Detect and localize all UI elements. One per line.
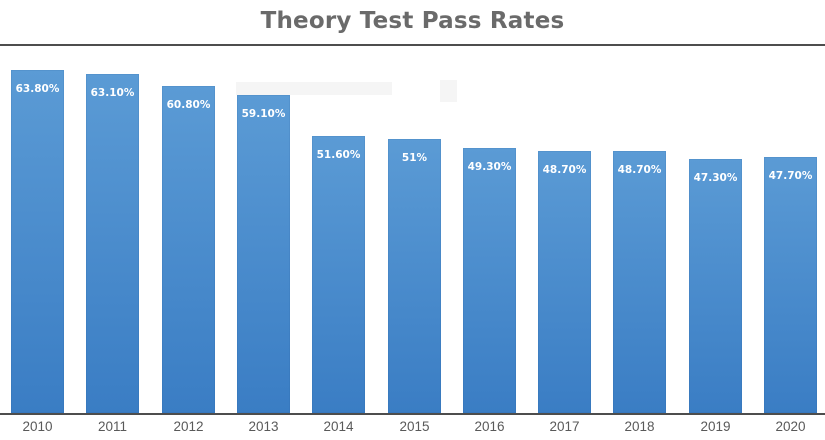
bar-2016: 49.30% xyxy=(463,148,516,413)
bar-2013: 59.10% xyxy=(237,95,290,413)
bar-2012: 60.80% xyxy=(162,86,215,413)
x-tick-2015: 2015 xyxy=(399,419,430,434)
bar-value-label: 51.60% xyxy=(316,149,361,161)
bar-value-label: 49.30% xyxy=(467,161,512,173)
bar-2010: 63.80% xyxy=(11,70,64,413)
x-axis-line xyxy=(0,413,825,415)
plot-area: 63.80% 63.10% 60.80% 59.10% 51.60% 51% 49.30% 4… xyxy=(0,46,825,415)
bar-2020: 47.70% xyxy=(764,157,817,413)
chart-title: Theory Test Pass Rates xyxy=(260,8,565,34)
x-tick-2010: 2010 xyxy=(22,419,53,434)
bar-value-label: 48.70% xyxy=(617,164,662,176)
title-separator-line xyxy=(0,44,825,46)
bar-2014: 51.60% xyxy=(312,136,365,413)
bar-value-label: 51% xyxy=(401,152,428,164)
x-tick-2016: 2016 xyxy=(474,419,505,434)
bar-2011: 63.10% xyxy=(86,74,139,413)
render-artifact xyxy=(236,82,392,95)
x-tick-2013: 2013 xyxy=(248,419,279,434)
x-tick-2020: 2020 xyxy=(775,419,806,434)
x-tick-2012: 2012 xyxy=(173,419,204,434)
bar-2017: 48.70% xyxy=(538,151,591,413)
bar-value-label: 47.30% xyxy=(693,172,738,184)
x-tick-2011: 2011 xyxy=(97,419,128,434)
bar-value-label: 63.10% xyxy=(90,87,135,99)
x-axis-labels: 2010 2011 2012 2013 2014 2015 2016 2017 2018 2019… xyxy=(0,419,825,439)
bar-value-label: 59.10% xyxy=(241,108,286,120)
bar-2018: 48.70% xyxy=(613,151,666,413)
x-tick-2018: 2018 xyxy=(624,419,655,434)
x-tick-2019: 2019 xyxy=(700,419,731,434)
bar-value-label: 48.70% xyxy=(542,164,587,176)
render-artifact xyxy=(440,80,457,102)
x-tick-2014: 2014 xyxy=(323,419,354,434)
x-tick-2017: 2017 xyxy=(549,419,580,434)
bar-2019: 47.30% xyxy=(689,159,742,413)
bar-value-label: 63.80% xyxy=(15,83,60,95)
bar-value-label: 47.70% xyxy=(768,170,813,182)
bar-value-label: 60.80% xyxy=(166,99,211,111)
bar-2015: 51% xyxy=(388,139,441,413)
